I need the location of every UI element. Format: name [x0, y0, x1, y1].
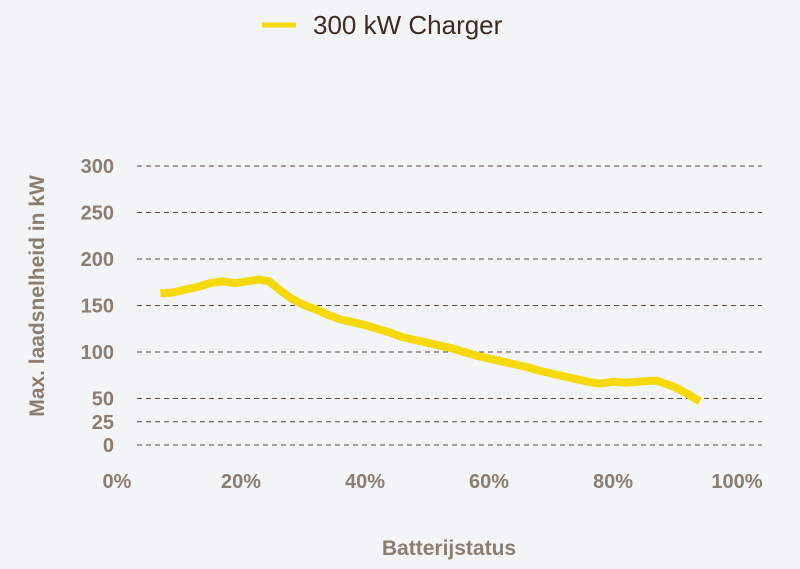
x-tick-label: 0%: [103, 471, 132, 493]
x-tick-label: 20%: [221, 471, 261, 493]
y-tick-label: 150: [81, 296, 114, 318]
series-line: [160, 275, 702, 405]
x-tick-label: 60%: [469, 471, 509, 493]
y-tick-label: 200: [81, 249, 114, 271]
grid-lines: [137, 165, 762, 446]
x-axis-ticks: 0% 20% 40% 60% 80% 100%: [103, 471, 763, 493]
legend-label: 300 kW Charger: [313, 10, 503, 40]
series-layer: [160, 275, 702, 405]
y-tick-label: 300: [81, 156, 114, 178]
x-axis-label: Batterijstatus: [382, 537, 516, 560]
y-tick-label: 0: [103, 435, 114, 457]
y-tick-label: 250: [81, 203, 114, 225]
x-tick-label: 80%: [593, 471, 633, 493]
x-tick-label: 100%: [711, 471, 762, 493]
y-tick-label: 25: [92, 412, 114, 434]
legend: 300 kW Charger: [262, 10, 503, 40]
y-tick-label: 100: [81, 342, 114, 364]
x-tick-label: 40%: [345, 471, 385, 493]
y-axis-label: Max. laadsnelheid in kW: [26, 175, 49, 417]
y-tick-label: 50: [92, 389, 114, 411]
